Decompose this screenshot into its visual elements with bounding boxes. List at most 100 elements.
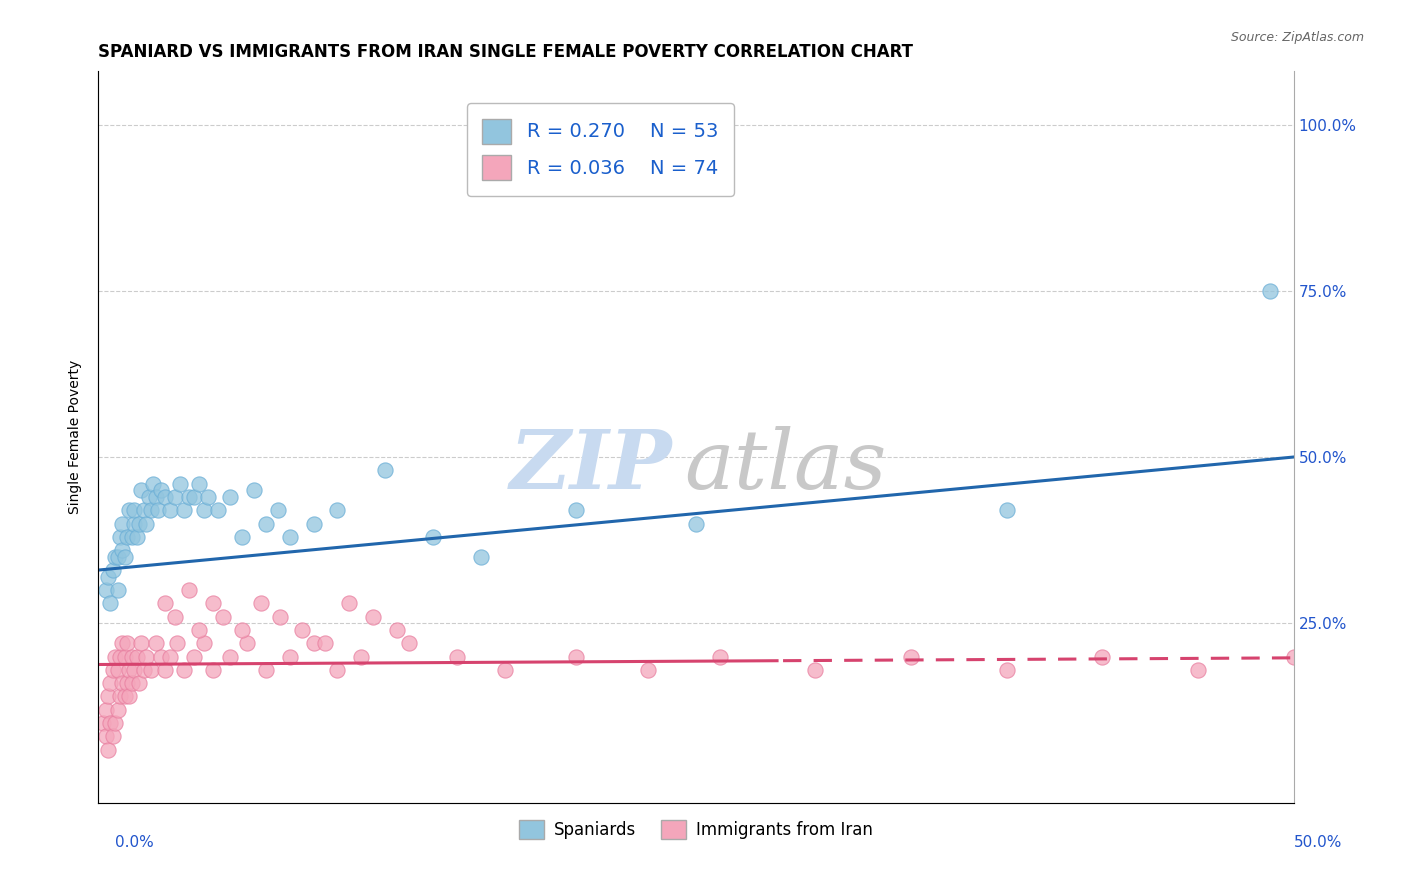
- Point: [197, 490, 219, 504]
- Point: [118, 690, 141, 704]
- Point: [179, 490, 201, 504]
- Point: [187, 476, 209, 491]
- Point: [131, 636, 153, 650]
- Point: [315, 636, 337, 650]
- Point: [149, 483, 172, 498]
- Text: 50.0%: 50.0%: [1295, 836, 1343, 850]
- Point: [900, 649, 922, 664]
- Text: SPANIARD VS IMMIGRANTS FROM IRAN SINGLE FEMALE POVERTY CORRELATION CHART: SPANIARD VS IMMIGRANTS FROM IRAN SINGLE …: [98, 44, 914, 62]
- Point: [159, 503, 181, 517]
- Point: [107, 549, 129, 564]
- Point: [121, 530, 143, 544]
- Point: [101, 729, 124, 743]
- Point: [124, 516, 146, 531]
- Point: [108, 530, 131, 544]
- Point: [804, 663, 827, 677]
- Point: [135, 649, 157, 664]
- Point: [91, 716, 114, 731]
- Point: [267, 503, 290, 517]
- Point: [231, 623, 253, 637]
- Point: [183, 490, 205, 504]
- Text: atlas: atlas: [685, 426, 886, 507]
- Point: [470, 549, 492, 564]
- Point: [94, 582, 117, 597]
- Point: [149, 649, 172, 664]
- Point: [114, 690, 136, 704]
- Point: [124, 663, 146, 677]
- Point: [148, 503, 170, 517]
- Point: [107, 582, 129, 597]
- Point: [132, 503, 155, 517]
- Point: [202, 596, 225, 610]
- Point: [219, 490, 242, 504]
- Point: [104, 549, 127, 564]
- Point: [111, 636, 134, 650]
- Point: [350, 649, 373, 664]
- Point: [104, 716, 127, 731]
- Point: [139, 503, 162, 517]
- Point: [995, 503, 1018, 517]
- Point: [278, 649, 301, 664]
- Point: [131, 483, 153, 498]
- Point: [363, 609, 385, 624]
- Point: [101, 663, 124, 677]
- Point: [183, 649, 205, 664]
- Point: [235, 636, 257, 650]
- Point: [107, 663, 129, 677]
- Point: [138, 490, 160, 504]
- Point: [494, 663, 516, 677]
- Point: [97, 570, 120, 584]
- Point: [422, 530, 444, 544]
- Point: [339, 596, 361, 610]
- Point: [114, 549, 136, 564]
- Point: [145, 636, 167, 650]
- Point: [243, 483, 266, 498]
- Point: [108, 649, 131, 664]
- Point: [193, 503, 215, 517]
- Point: [108, 690, 131, 704]
- Point: [94, 703, 117, 717]
- Legend: Spaniards, Immigrants from Iran: Spaniards, Immigrants from Iran: [512, 814, 880, 846]
- Point: [250, 596, 273, 610]
- Point: [145, 490, 167, 504]
- Point: [132, 663, 155, 677]
- Point: [159, 649, 181, 664]
- Point: [709, 649, 731, 664]
- Point: [565, 503, 588, 517]
- Point: [125, 530, 148, 544]
- Point: [385, 623, 409, 637]
- Point: [111, 676, 134, 690]
- Point: [115, 530, 138, 544]
- Point: [179, 582, 201, 597]
- Point: [98, 676, 122, 690]
- Point: [121, 649, 143, 664]
- Point: [291, 623, 314, 637]
- Point: [111, 516, 134, 531]
- Point: [173, 503, 195, 517]
- Point: [254, 516, 277, 531]
- Point: [374, 463, 396, 477]
- Point: [219, 649, 242, 664]
- Point: [94, 729, 117, 743]
- Point: [124, 503, 146, 517]
- Point: [101, 563, 124, 577]
- Point: [128, 676, 150, 690]
- Point: [97, 742, 120, 756]
- Point: [107, 703, 129, 717]
- Point: [685, 516, 707, 531]
- Point: [155, 490, 177, 504]
- Point: [166, 636, 188, 650]
- Point: [155, 596, 177, 610]
- Point: [269, 609, 291, 624]
- Point: [565, 649, 588, 664]
- Point: [193, 636, 215, 650]
- Point: [121, 676, 143, 690]
- Point: [995, 663, 1018, 677]
- Point: [128, 516, 150, 531]
- Point: [125, 649, 148, 664]
- Point: [446, 649, 468, 664]
- Point: [398, 636, 420, 650]
- Point: [114, 649, 136, 664]
- Point: [302, 516, 325, 531]
- Point: [97, 690, 120, 704]
